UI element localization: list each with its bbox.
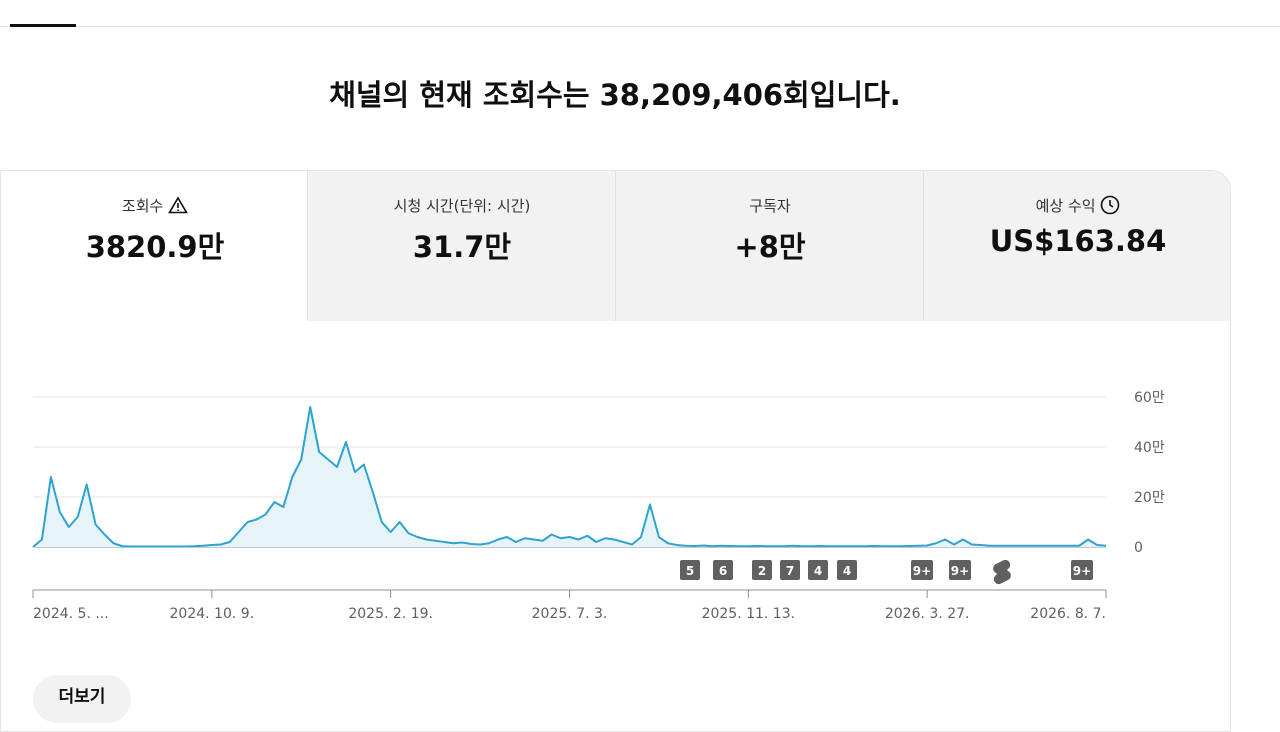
annotation-badge: 9+ bbox=[911, 560, 933, 580]
metric-label: 예상 수익 bbox=[924, 195, 1230, 216]
metric-value: 3820.9만 bbox=[85, 230, 225, 264]
metric-label: 시청 시간(단위: 시간) bbox=[393, 197, 531, 215]
metric-value: +8만 bbox=[734, 230, 806, 264]
badge-bg bbox=[911, 560, 933, 580]
badge-bg bbox=[780, 560, 800, 580]
badge-label: 4 bbox=[814, 564, 822, 578]
metric-value: US$163.84 bbox=[989, 224, 1167, 258]
shorts-icon bbox=[993, 559, 1011, 585]
more-button[interactable]: 더보기 bbox=[33, 675, 131, 723]
metric-tab[interactable]: 조회수 3820.9만 bbox=[1, 171, 309, 321]
x-tick-label: 2024. 10. 9. bbox=[170, 606, 255, 622]
headline: 채널의 현재 조회수는 38,209,406회입니다. bbox=[329, 78, 901, 112]
badge-bg bbox=[752, 560, 772, 580]
tab-bar-border bbox=[0, 26, 1280, 27]
chart: 0 20만 40만 60만 2024. 5. ... 2024. 10. 9. 2025. … bbox=[32, 390, 1165, 622]
line bbox=[32, 406, 1107, 548]
metric-tab[interactable]: 시청 시간(단위: 시간) 31.7만 bbox=[307, 171, 616, 321]
area-fill bbox=[33, 407, 1106, 547]
badge-label: 2 bbox=[758, 564, 766, 578]
badge-label: 9+ bbox=[951, 564, 969, 578]
x-tick-label: 2025. 2. 19. bbox=[348, 606, 433, 622]
badge-bg bbox=[837, 560, 857, 580]
metric-label-text: 조회수 bbox=[121, 197, 164, 215]
metric-tab[interactable]: 구독자 +8만 bbox=[615, 171, 924, 321]
metric-tab[interactable]: 예상 수익 US$163.84 bbox=[923, 171, 1230, 321]
metric-label: 조회수 bbox=[1, 195, 309, 216]
metrics-card: 조회수 3820.9만 시청 시간(단위: 시간) 31.7만 구독자 +8만 예상… bbox=[0, 170, 1231, 732]
x-tick-label: 2024. 5. ... bbox=[33, 606, 109, 622]
badge-label: 5 bbox=[686, 564, 694, 578]
x-tick-label: 2026. 3. 27. bbox=[885, 606, 970, 622]
badge-bg bbox=[713, 560, 733, 580]
metric-value: 31.7만 bbox=[412, 230, 512, 264]
badge-label: 9+ bbox=[1073, 564, 1091, 578]
annotation-badge: 4 bbox=[837, 560, 857, 580]
y-tick-label: 20만 bbox=[1134, 490, 1165, 506]
x-tick-label: 2025. 11. 13. bbox=[702, 606, 796, 622]
annotation-badge: 9+ bbox=[949, 560, 971, 580]
badge-bg bbox=[949, 560, 971, 580]
x-tick-label: 2026. 8. 7. bbox=[1030, 606, 1106, 622]
badge-label: 6 bbox=[719, 564, 727, 578]
annotation-badge: 6 bbox=[713, 560, 733, 580]
badge-bg bbox=[1071, 560, 1093, 580]
badge-bg bbox=[808, 560, 828, 580]
badge-label: 7 bbox=[786, 564, 794, 578]
clock-icon bbox=[1101, 195, 1120, 215]
active-tab-indicator bbox=[10, 24, 76, 27]
badge-label: 9+ bbox=[913, 564, 931, 578]
annotation-badge: 2 bbox=[752, 560, 772, 580]
y-tick-label: 40만 bbox=[1134, 440, 1165, 456]
x-tick-label: 2025. 7. 3. bbox=[532, 606, 608, 622]
annotation-badge: 7 bbox=[780, 560, 800, 580]
y-tick-label: 60만 bbox=[1134, 390, 1165, 406]
annotation-badge: 5 bbox=[680, 560, 700, 580]
badge-bg bbox=[680, 560, 700, 580]
annotation-badge: 9+ bbox=[1071, 560, 1093, 580]
metric-label: 구독자 bbox=[749, 197, 791, 215]
y-tick-label: 0 bbox=[1134, 540, 1143, 556]
annotation-badge: 4 bbox=[808, 560, 828, 580]
page: 채널의 현재 조회수는 38,209,406회입니다. 조회수 3820.9만 … bbox=[0, 24, 1280, 732]
metric-label-text: 예상 수익 bbox=[1035, 197, 1096, 215]
badge-label: 4 bbox=[843, 564, 851, 578]
warning-icon bbox=[168, 196, 188, 214]
